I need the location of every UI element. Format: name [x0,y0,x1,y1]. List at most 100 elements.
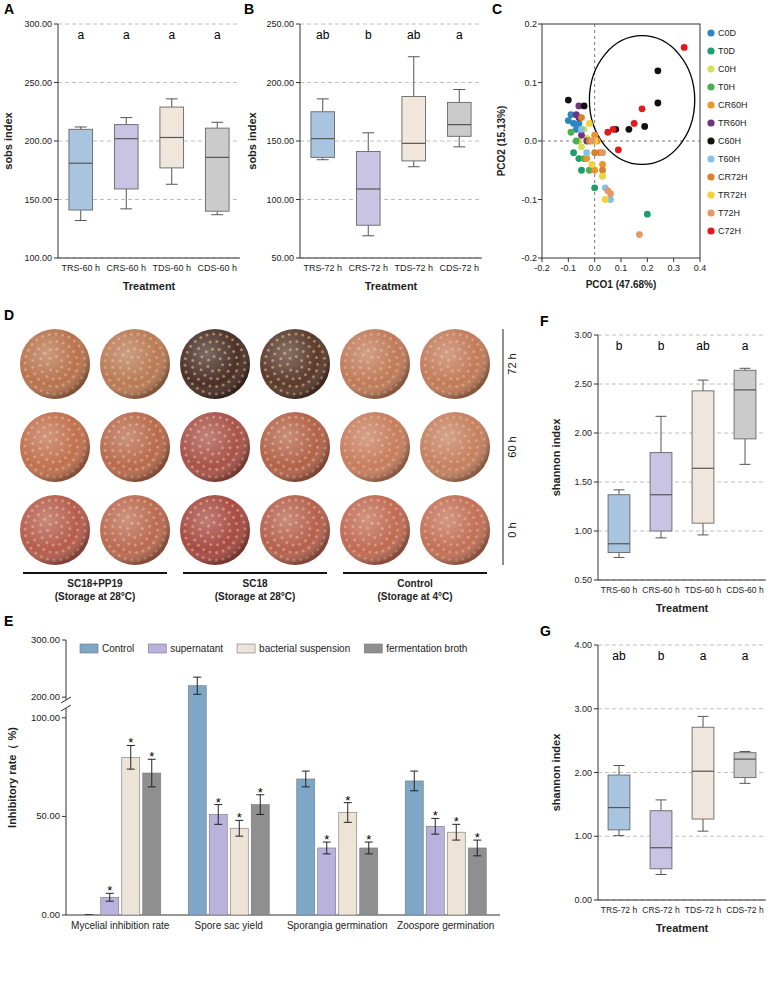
box [608,775,630,830]
grid-line [598,482,766,483]
fruit [100,329,170,399]
point [573,138,580,145]
x-tick-label: Spore sac yield [195,920,263,931]
box [608,495,630,553]
y-axis [598,645,599,900]
error-cap [365,853,373,854]
group-line [23,572,167,574]
bar [468,848,486,915]
whisker [368,133,369,152]
error-cap [235,836,243,837]
plot-area [85,677,487,915]
y-tick [296,82,300,83]
significance-mark: * [433,808,438,823]
point [607,190,614,197]
y-tick [538,82,542,83]
y-tick-label: 50.00 [36,810,60,821]
fruit-shade [100,329,170,399]
bar [360,848,378,915]
x-axis-title: Treatment [656,922,709,934]
x-tick [647,258,648,262]
y-tick-label: 200.00 [31,691,60,702]
axis-break [61,697,71,703]
grid-line [58,258,240,259]
box-panel: 100.00150.00200.00250.00300.00TRS-60 haC… [2,1,240,292]
legend-swatch [707,155,714,162]
bar [339,812,357,915]
box [734,753,756,778]
fruit [20,329,90,399]
panel-label: D [4,307,14,323]
significance-mark: * [216,795,221,810]
y-tick [538,24,542,25]
y-tick-label: 2.50 [574,379,592,389]
bar [143,773,161,915]
point [599,161,606,168]
panel-label: A [4,1,14,17]
whisker-cap [614,765,625,766]
point [578,126,585,133]
whisker [619,830,620,836]
y-tick-label: 300.00 [31,634,60,645]
significance-letter: a [742,649,749,663]
fruit [420,412,490,482]
y-tick [54,258,58,259]
point [602,196,609,203]
bar [405,781,423,915]
whisker [661,869,662,875]
y-tick [594,772,598,773]
significance-letter: a [700,649,707,663]
box [311,112,335,158]
box [447,102,471,136]
y-tick-label: 0.1 [524,78,537,88]
point [578,167,585,174]
x-axis-title: Treatment [365,280,418,292]
fruit-skin [20,329,90,399]
group-note: (Storage at 28°C) [215,591,296,602]
y-tick [54,199,58,200]
x-tick-label: TDS-72 h [394,263,433,273]
legend-label: T60H [718,154,740,164]
point [586,120,593,127]
error-cap [410,790,418,791]
panel-label: F [540,313,549,329]
point [641,123,648,130]
x-tick [621,258,622,262]
legend-label: T0H [718,82,735,92]
significance-letter: a [214,28,221,42]
whisker [661,416,662,452]
significance-letter: a [742,339,749,353]
x-tick-label: TRS-72 h [601,905,638,915]
point [626,126,633,133]
point [654,67,661,74]
median [447,124,471,125]
x-tick-label: CRS-72 h [348,263,388,273]
median [311,138,335,139]
whisker [661,531,662,538]
y-tick-label: 150.00 [266,136,294,146]
x-tick [700,258,701,262]
legend-swatch [707,119,714,126]
fruit-shade [420,329,490,399]
y-axis-title: Inhibitory rate（ %) [6,727,19,828]
box-panel: 50.00100.00150.00200.00250.00TRS-72 habC… [244,1,482,292]
panel-label: B [244,1,254,17]
zero-line [542,141,700,142]
error-cap [193,694,201,695]
error-cap [85,915,93,916]
whisker [661,800,662,811]
y-tick [594,708,598,709]
whisker [459,90,460,103]
fruit-skin [340,329,410,399]
grid-line [598,580,766,581]
plot-area [565,36,695,238]
grid-line [300,82,482,83]
group-line [183,572,327,574]
box [69,129,93,210]
y-tick [54,24,58,25]
significance-letter: a [123,28,130,42]
error-cap [431,834,439,835]
point [591,149,598,156]
box [160,107,184,168]
significance-mark: * [366,832,371,847]
